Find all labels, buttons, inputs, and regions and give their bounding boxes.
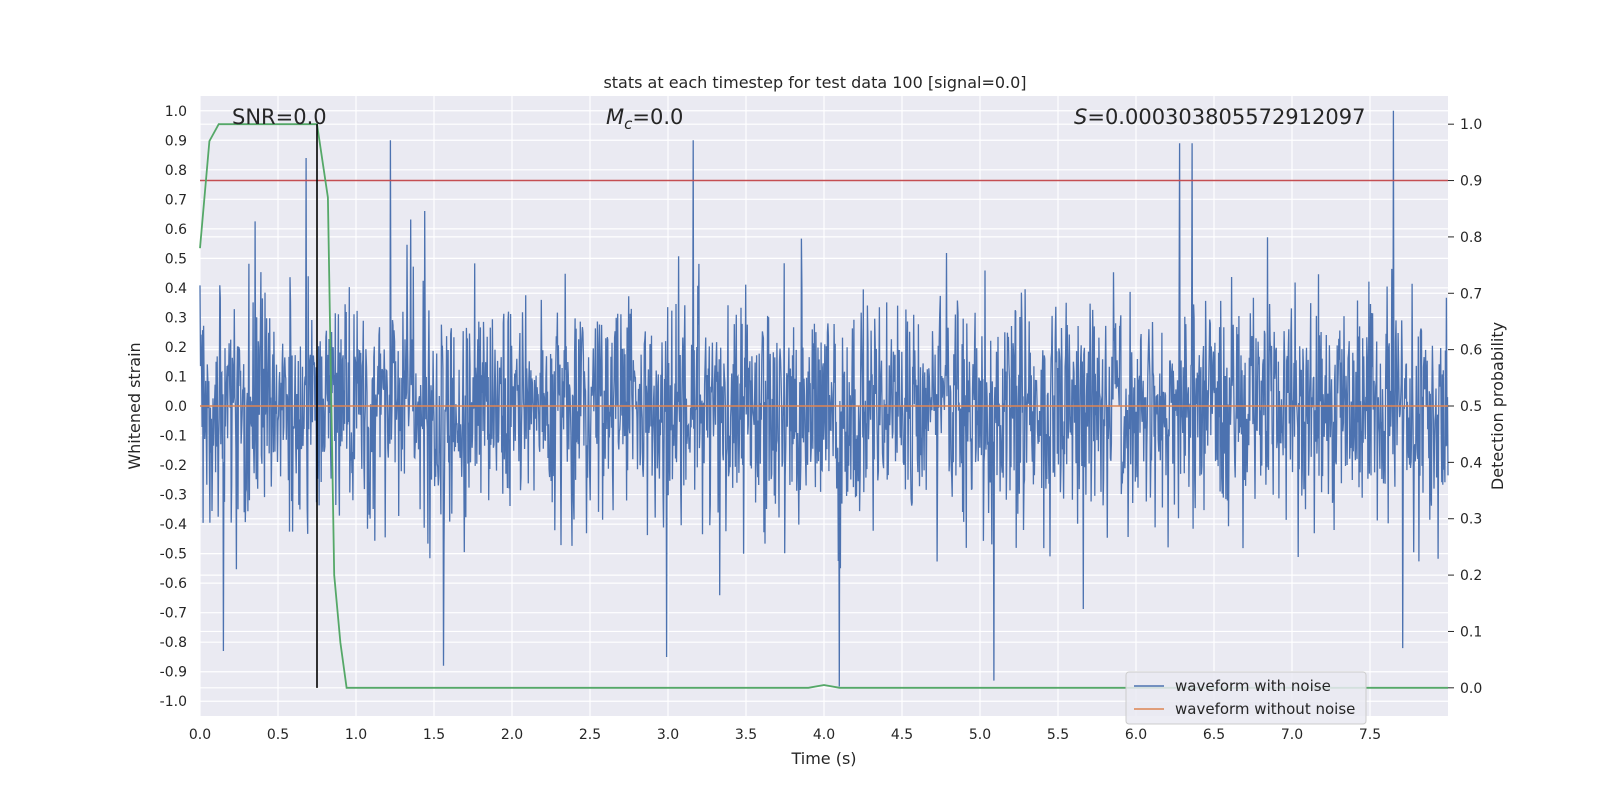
x-tick-label: 5.5 bbox=[1047, 727, 1069, 743]
x-tick-label: 0.5 bbox=[267, 727, 289, 743]
legend-box bbox=[1125, 671, 1367, 725]
y-left-tick-label: 0.8 bbox=[165, 163, 187, 179]
y-right-tick-label: 0.9 bbox=[1460, 174, 1482, 190]
x-tick-label: 4.5 bbox=[891, 727, 913, 743]
y-right-tick-label: 0.3 bbox=[1460, 512, 1482, 528]
y-left-tick-label: -0.8 bbox=[160, 635, 187, 651]
x-axis-label: Time (s) bbox=[790, 749, 856, 768]
x-tick-label: 1.0 bbox=[345, 727, 367, 743]
x-tick-label: 1.5 bbox=[423, 727, 445, 743]
y-left-tick-label: -1.0 bbox=[160, 694, 187, 710]
x-tick-label: 2.0 bbox=[501, 727, 523, 743]
y-right-tick-label: 0.1 bbox=[1460, 624, 1482, 640]
y-left-tick-label: -0.7 bbox=[160, 606, 187, 622]
y-right-axis-label: Detection probability bbox=[1488, 322, 1507, 490]
chirp-mass-value: =0.0 bbox=[632, 105, 683, 129]
y-left-tick-label: 0.2 bbox=[165, 340, 187, 356]
x-axis-ticks: 0.0 0.5 1.0 1.5 2.0 2.5 3.0 3.5 4.0 4.5 5.0 5.5 6.0 6… bbox=[189, 727, 1381, 743]
noise-trace bbox=[199, 110, 1449, 687]
y-left-tick-label: -0.5 bbox=[160, 547, 187, 563]
x-tick-label: 7.5 bbox=[1359, 727, 1381, 743]
x-tick-label: 2.5 bbox=[579, 727, 601, 743]
y-right-axis-ticks: 1.0 0.9 0.8 0.7 0.6 0.5 0.4 0.3 0.2 0.1 0.0 bbox=[1448, 117, 1482, 697]
legend-label-clean: waveform without noise bbox=[1175, 700, 1355, 718]
y-right-tick-label: 1.0 bbox=[1460, 117, 1482, 133]
legend: waveform with noise waveform without noi… bbox=[1125, 671, 1367, 725]
y-left-tick-label: -0.1 bbox=[160, 429, 187, 445]
y-left-tick-label: 0.5 bbox=[165, 251, 187, 267]
chart-title: stats at each timestep for test data 100… bbox=[603, 73, 1026, 92]
y-right-tick-label: 0.4 bbox=[1460, 455, 1482, 471]
y-left-tick-label: 0.9 bbox=[165, 133, 187, 149]
x-tick-label: 4.0 bbox=[813, 727, 835, 743]
x-tick-label: 6.5 bbox=[1203, 727, 1225, 743]
y-left-tick-label: 1.0 bbox=[165, 104, 187, 120]
y-left-tick-label: -0.9 bbox=[160, 665, 187, 681]
y-left-tick-label: 0.3 bbox=[165, 310, 187, 326]
y-right-tick-label: 0.5 bbox=[1460, 399, 1482, 415]
x-tick-label: 0.0 bbox=[189, 727, 211, 743]
y-right-tick-label: 0.7 bbox=[1460, 286, 1482, 302]
y-left-tick-label: -0.6 bbox=[160, 576, 187, 592]
series-waveform-with-noise bbox=[199, 110, 1449, 687]
score-value: =0.000303805572912097 bbox=[1087, 105, 1365, 129]
score-symbol: S bbox=[1074, 105, 1087, 129]
chirp-mass-subscript: c bbox=[624, 115, 633, 133]
y-left-tick-label: 0.7 bbox=[165, 192, 187, 208]
y-left-tick-label: -0.4 bbox=[160, 517, 187, 533]
x-tick-label: 7.0 bbox=[1281, 727, 1303, 743]
legend-label-noise: waveform with noise bbox=[1175, 677, 1331, 695]
y-right-tick-label: 0.8 bbox=[1460, 230, 1482, 246]
y-left-tick-label: 0.4 bbox=[165, 281, 187, 297]
y-left-axis-label: Whitened strain bbox=[125, 342, 144, 469]
chirp-mass-symbol: M bbox=[606, 105, 624, 129]
y-left-tick-label: -0.3 bbox=[160, 488, 187, 504]
x-tick-label: 3.5 bbox=[735, 727, 757, 743]
x-tick-label: 6.0 bbox=[1125, 727, 1147, 743]
y-right-tick-label: 0.0 bbox=[1460, 681, 1482, 697]
y-left-tick-label: 0.1 bbox=[165, 369, 187, 385]
y-right-tick-label: 0.2 bbox=[1460, 568, 1482, 584]
score-annotation: S=0.000303805572912097 bbox=[1074, 105, 1365, 129]
y-left-axis-ticks: 1.0 0.9 0.8 0.7 0.6 0.5 0.4 0.3 0.2 0.1 0.0 -0.1 -0.… bbox=[160, 104, 187, 710]
series-detection-probability bbox=[199, 123, 1448, 689]
x-tick-label: 5.0 bbox=[969, 727, 991, 743]
y-left-tick-label: -0.2 bbox=[160, 458, 187, 474]
snr-annotation: SNR=0.0 bbox=[232, 105, 327, 129]
x-tick-label: 3.0 bbox=[657, 727, 679, 743]
y-right-tick-label: 0.6 bbox=[1460, 343, 1482, 359]
y-left-tick-label: 0.6 bbox=[165, 222, 187, 238]
y-left-tick-label: 0.0 bbox=[165, 399, 187, 415]
chirp-mass-annotation: Mc=0.0 bbox=[606, 105, 683, 133]
